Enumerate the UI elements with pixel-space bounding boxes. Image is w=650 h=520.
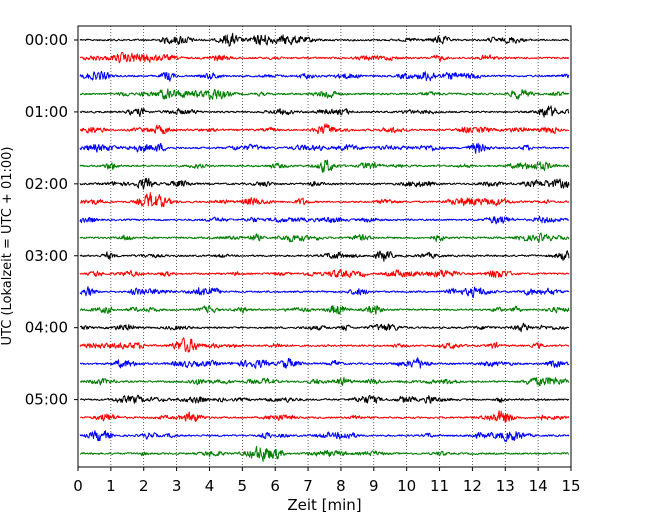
seismic-trace	[79, 268, 570, 279]
x-axis-label: Zeit [min]	[287, 496, 361, 514]
seismic-trace	[79, 376, 570, 387]
y-tick-label: 04:00	[25, 319, 68, 337]
x-tick-label: 12	[463, 477, 482, 495]
seismic-trace	[79, 192, 570, 208]
x-tick-label: 9	[369, 477, 379, 495]
x-tick-label: 6	[270, 477, 280, 495]
trace-group	[79, 32, 570, 462]
seismic-trace	[79, 286, 570, 299]
seismic-trace	[79, 232, 570, 243]
seismic-trace	[79, 357, 570, 369]
x-tick-label: 3	[172, 477, 182, 495]
seismic-trace	[79, 177, 570, 190]
y-axis-ticks: 00:00 01:00 02:00 03:00 04:00 05:00	[25, 31, 78, 409]
seismic-trace	[79, 105, 570, 118]
seismic-trace	[79, 159, 570, 173]
y-tick-label: 01:00	[25, 103, 68, 121]
seismic-trace	[79, 51, 570, 64]
seismic-trace	[79, 410, 570, 423]
x-tick-label: 7	[303, 477, 313, 495]
x-tick-label: 14	[529, 477, 548, 495]
seismic-trace	[79, 322, 570, 333]
x-tick-label: 2	[139, 477, 149, 495]
seismic-trace	[79, 70, 570, 82]
seismic-trace	[79, 250, 570, 262]
seismic-trace	[79, 337, 570, 353]
seismic-trace	[79, 215, 570, 225]
seismic-trace	[79, 142, 570, 154]
y-tick-label: 00:00	[25, 31, 68, 49]
y-axis-label: UTC (Lokalzeit = UTC + 01:00)	[0, 147, 15, 346]
seismic-trace	[79, 394, 570, 404]
x-axis-ticks: 0 1 2 3 4 5 6 7 8 9 10 11 12 13 14 15	[73, 467, 581, 495]
seismic-trace	[79, 32, 570, 47]
y-tick-label: 02:00	[25, 175, 68, 193]
x-tick-label: 8	[336, 477, 346, 495]
seismic-trace	[79, 430, 570, 443]
x-tick-label: 13	[496, 477, 515, 495]
x-tick-label: 4	[205, 477, 215, 495]
x-tick-label: 0	[73, 477, 83, 495]
seismic-trace	[79, 123, 570, 135]
plot-area	[78, 26, 571, 467]
x-tick-label: 5	[238, 477, 248, 495]
x-tick-label: 15	[561, 477, 580, 495]
y-tick-label: 03:00	[25, 247, 68, 265]
seismic-trace	[79, 445, 570, 462]
seismic-trace	[79, 88, 570, 101]
seismic-trace	[79, 305, 570, 315]
x-tick-label: 10	[397, 477, 416, 495]
y-tick-label: 05:00	[25, 391, 68, 409]
plot-frame	[77, 25, 572, 468]
x-tick-label: 1	[106, 477, 116, 495]
x-tick-label: 11	[430, 477, 449, 495]
